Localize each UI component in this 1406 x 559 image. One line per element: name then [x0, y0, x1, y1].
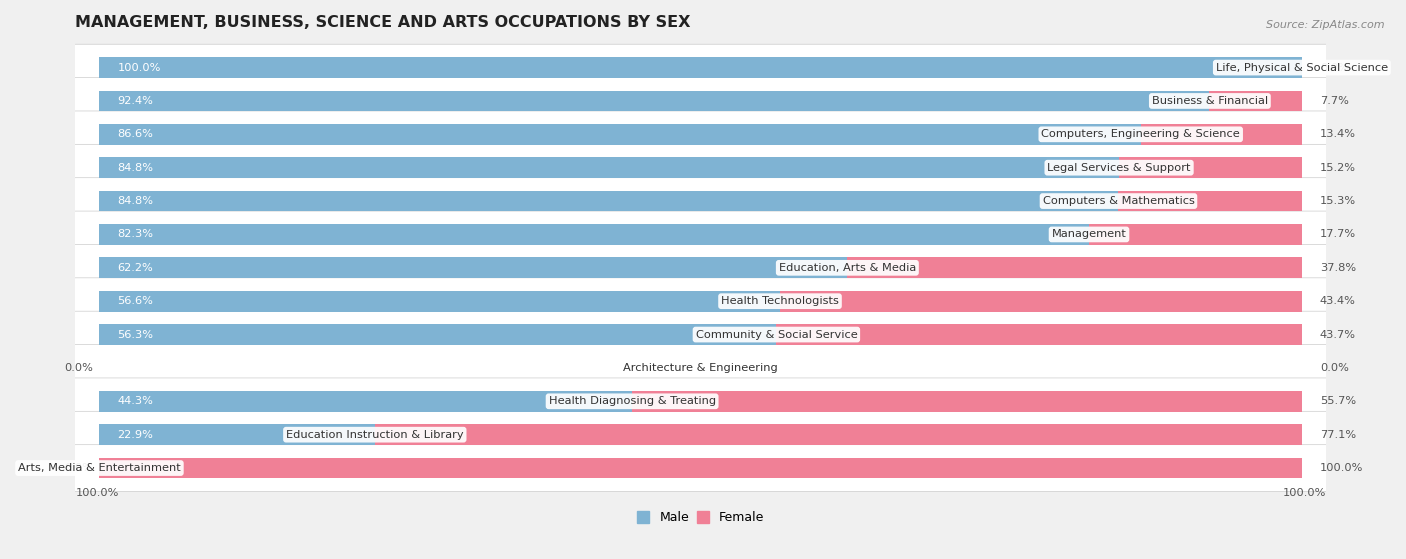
Text: 84.8%: 84.8%: [118, 163, 153, 173]
Text: 0.0%: 0.0%: [65, 363, 93, 373]
Bar: [1118, 191, 1302, 211]
Text: 82.3%: 82.3%: [118, 229, 153, 239]
Bar: [100, 424, 375, 445]
Text: Business & Financial: Business & Financial: [1152, 96, 1268, 106]
Bar: [1209, 91, 1302, 111]
Text: 15.3%: 15.3%: [1320, 196, 1355, 206]
Text: 15.2%: 15.2%: [1320, 163, 1355, 173]
Text: 86.6%: 86.6%: [118, 129, 153, 139]
FancyBboxPatch shape: [72, 444, 1330, 491]
FancyBboxPatch shape: [72, 178, 1330, 224]
Text: Health Technologists: Health Technologists: [721, 296, 839, 306]
FancyBboxPatch shape: [72, 311, 1330, 358]
Text: Arts, Media & Entertainment: Arts, Media & Entertainment: [18, 463, 181, 473]
Bar: [100, 258, 848, 278]
Text: 0.0%: 0.0%: [1320, 363, 1348, 373]
Text: 56.3%: 56.3%: [118, 330, 153, 339]
Text: 55.7%: 55.7%: [1320, 396, 1355, 406]
Text: 100.0%: 100.0%: [1320, 463, 1364, 473]
Text: 22.9%: 22.9%: [118, 430, 153, 440]
FancyBboxPatch shape: [72, 144, 1330, 191]
Text: 0.0%: 0.0%: [1320, 63, 1348, 73]
FancyBboxPatch shape: [72, 344, 1330, 391]
Text: 100.0%: 100.0%: [1282, 488, 1326, 498]
Bar: [375, 424, 1302, 445]
Text: 77.1%: 77.1%: [1320, 430, 1355, 440]
Bar: [100, 124, 1140, 145]
Text: 92.4%: 92.4%: [118, 96, 153, 106]
Text: Education, Arts & Media: Education, Arts & Media: [779, 263, 915, 273]
Text: 17.7%: 17.7%: [1320, 229, 1355, 239]
Bar: [100, 191, 1119, 211]
Text: 7.7%: 7.7%: [1320, 96, 1348, 106]
FancyBboxPatch shape: [72, 111, 1330, 158]
Text: 0.0%: 0.0%: [65, 463, 93, 473]
FancyBboxPatch shape: [72, 44, 1330, 91]
Text: Management: Management: [1052, 229, 1126, 239]
FancyBboxPatch shape: [72, 211, 1330, 258]
Bar: [1140, 124, 1302, 145]
FancyBboxPatch shape: [72, 244, 1330, 291]
Text: Community & Social Service: Community & Social Service: [696, 330, 858, 339]
Text: 43.7%: 43.7%: [1320, 330, 1355, 339]
Text: Architecture & Engineering: Architecture & Engineering: [623, 363, 778, 373]
Text: Computers & Mathematics: Computers & Mathematics: [1042, 196, 1195, 206]
Bar: [100, 224, 1090, 245]
Text: Computers, Engineering & Science: Computers, Engineering & Science: [1042, 129, 1240, 139]
Bar: [1090, 224, 1302, 245]
Bar: [780, 291, 1302, 311]
FancyBboxPatch shape: [72, 278, 1330, 325]
Legend: Male, Female: Male, Female: [631, 506, 769, 529]
Text: 100.0%: 100.0%: [118, 63, 160, 73]
Text: 13.4%: 13.4%: [1320, 129, 1355, 139]
Bar: [776, 324, 1302, 345]
Text: 37.8%: 37.8%: [1320, 263, 1355, 273]
FancyBboxPatch shape: [72, 78, 1330, 124]
Bar: [100, 391, 633, 411]
Text: MANAGEMENT, BUSINESS, SCIENCE AND ARTS OCCUPATIONS BY SEX: MANAGEMENT, BUSINESS, SCIENCE AND ARTS O…: [76, 15, 690, 30]
Bar: [100, 291, 780, 311]
Text: Health Diagnosing & Treating: Health Diagnosing & Treating: [548, 396, 716, 406]
FancyBboxPatch shape: [72, 378, 1330, 425]
Bar: [633, 391, 1302, 411]
Bar: [100, 91, 1211, 111]
Text: Legal Services & Support: Legal Services & Support: [1047, 163, 1191, 173]
Bar: [848, 258, 1302, 278]
Text: 44.3%: 44.3%: [118, 396, 153, 406]
FancyBboxPatch shape: [72, 411, 1330, 458]
Bar: [100, 57, 1302, 78]
Text: Source: ZipAtlas.com: Source: ZipAtlas.com: [1267, 20, 1385, 30]
Text: 56.6%: 56.6%: [118, 296, 153, 306]
Text: 100.0%: 100.0%: [76, 488, 118, 498]
Text: Life, Physical & Social Science: Life, Physical & Social Science: [1216, 63, 1388, 73]
Text: 62.2%: 62.2%: [118, 263, 153, 273]
Text: Education Instruction & Library: Education Instruction & Library: [285, 430, 464, 440]
Text: 43.4%: 43.4%: [1320, 296, 1355, 306]
Text: 84.8%: 84.8%: [118, 196, 153, 206]
Bar: [100, 324, 776, 345]
Bar: [1119, 157, 1302, 178]
Bar: [100, 458, 1302, 479]
Bar: [100, 157, 1119, 178]
